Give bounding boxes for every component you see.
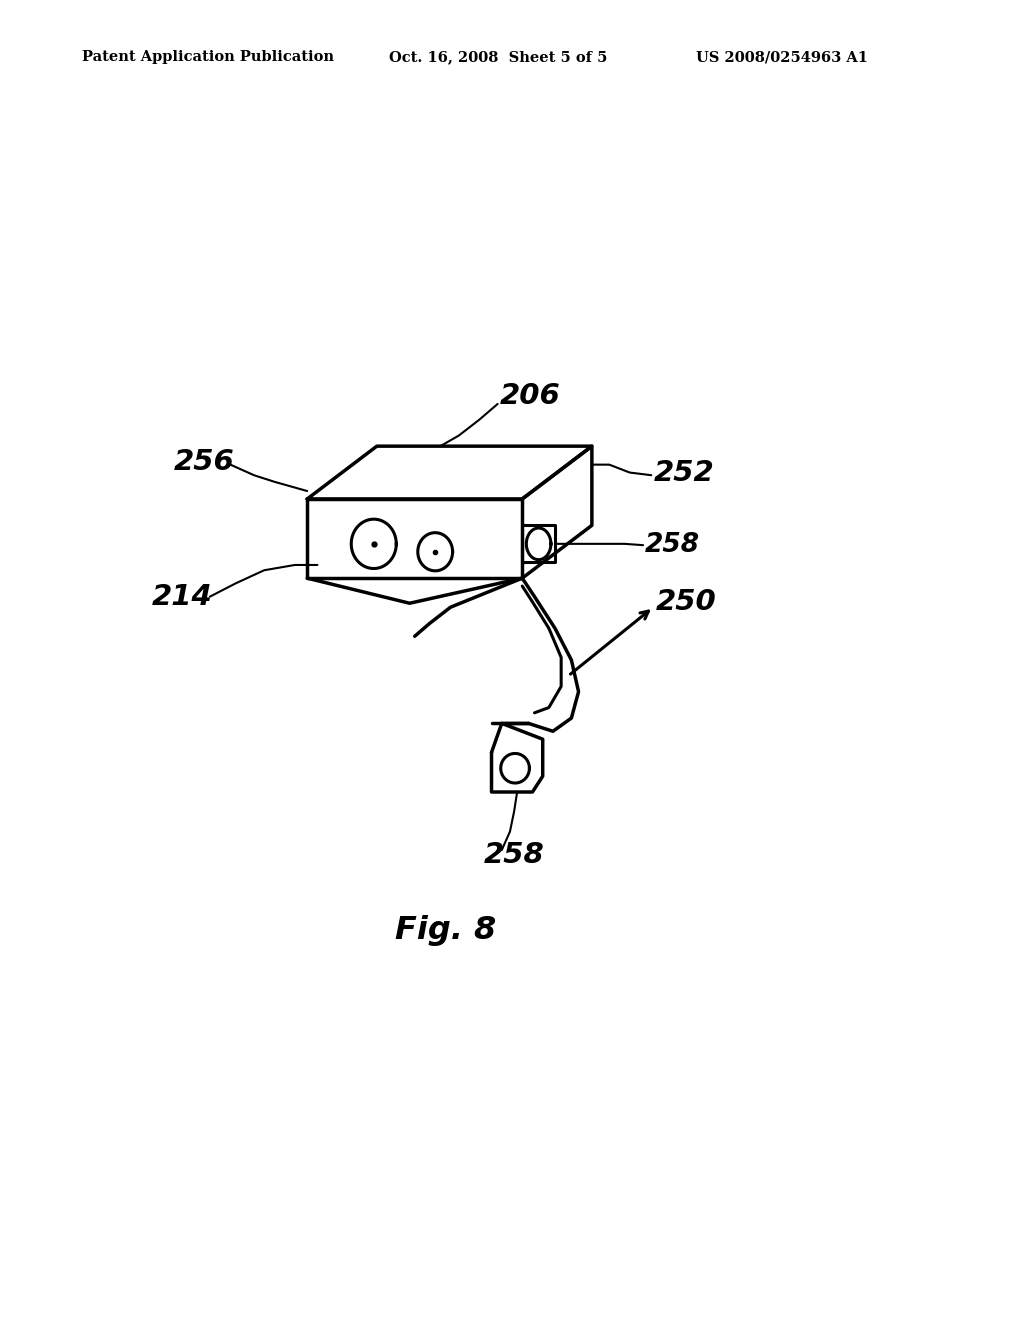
Text: 252: 252	[653, 458, 714, 487]
Text: 258: 258	[483, 841, 544, 870]
Text: 206: 206	[500, 381, 560, 411]
Text: Oct. 16, 2008  Sheet 5 of 5: Oct. 16, 2008 Sheet 5 of 5	[389, 50, 607, 65]
Text: 250: 250	[655, 587, 716, 616]
Text: 258: 258	[645, 532, 700, 558]
Text: Fig. 8: Fig. 8	[395, 915, 496, 946]
Text: Patent Application Publication: Patent Application Publication	[82, 50, 334, 65]
Text: US 2008/0254963 A1: US 2008/0254963 A1	[696, 50, 868, 65]
Text: 256: 256	[174, 447, 234, 477]
Text: 214: 214	[152, 582, 212, 611]
